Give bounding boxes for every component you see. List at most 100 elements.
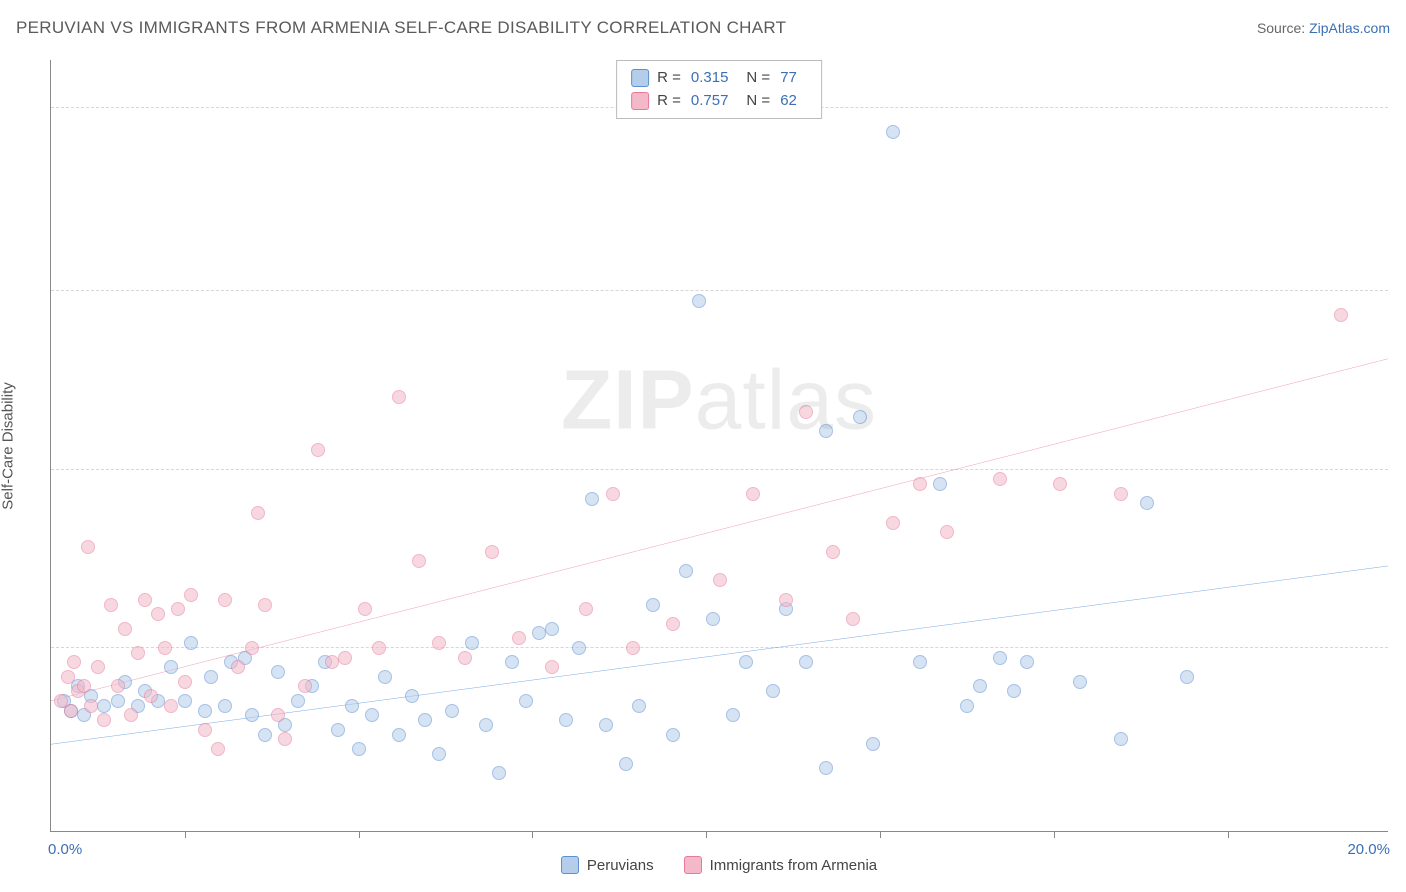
gridline bbox=[51, 290, 1388, 291]
data-point bbox=[646, 598, 660, 612]
data-point bbox=[726, 708, 740, 722]
data-point bbox=[1180, 670, 1194, 684]
x-tick bbox=[532, 831, 533, 838]
data-point bbox=[853, 410, 867, 424]
data-point bbox=[278, 732, 292, 746]
data-point bbox=[846, 612, 860, 626]
data-point bbox=[572, 641, 586, 655]
data-point bbox=[866, 737, 880, 751]
legend-series-item: Immigrants from Armenia bbox=[684, 856, 878, 874]
legend-series-item: Peruvians bbox=[561, 856, 654, 874]
data-point bbox=[679, 564, 693, 578]
data-point bbox=[432, 636, 446, 650]
data-point bbox=[886, 125, 900, 139]
legend-swatch bbox=[631, 69, 649, 87]
legend-series-label: Peruvians bbox=[587, 857, 654, 874]
x-tick bbox=[880, 831, 881, 838]
data-point bbox=[973, 679, 987, 693]
data-point bbox=[118, 622, 132, 636]
data-point bbox=[104, 598, 118, 612]
data-point bbox=[405, 689, 419, 703]
data-point bbox=[779, 593, 793, 607]
data-point bbox=[585, 492, 599, 506]
data-point bbox=[81, 540, 95, 554]
data-point bbox=[532, 626, 546, 640]
data-point bbox=[258, 728, 272, 742]
data-point bbox=[124, 708, 138, 722]
data-point bbox=[746, 487, 760, 501]
data-point bbox=[445, 704, 459, 718]
data-point bbox=[61, 670, 75, 684]
y-tick-label: 15.0% bbox=[1393, 83, 1406, 100]
data-point bbox=[111, 679, 125, 693]
data-point bbox=[184, 588, 198, 602]
data-point bbox=[298, 679, 312, 693]
data-point bbox=[271, 708, 285, 722]
data-point bbox=[1114, 732, 1128, 746]
data-point bbox=[1334, 308, 1348, 322]
data-point bbox=[378, 670, 392, 684]
data-point bbox=[138, 593, 152, 607]
data-point bbox=[291, 694, 305, 708]
gridline bbox=[51, 469, 1388, 470]
data-point bbox=[97, 699, 111, 713]
data-point bbox=[77, 679, 91, 693]
data-point bbox=[626, 641, 640, 655]
data-point bbox=[933, 477, 947, 491]
data-point bbox=[91, 660, 105, 674]
data-point bbox=[271, 665, 285, 679]
r-label: R = bbox=[657, 67, 681, 90]
data-point bbox=[198, 723, 212, 737]
data-point bbox=[392, 390, 406, 404]
data-point bbox=[458, 651, 472, 665]
data-point bbox=[64, 704, 78, 718]
data-point bbox=[231, 660, 245, 674]
data-point bbox=[251, 506, 265, 520]
data-point bbox=[432, 747, 446, 761]
n-value: 77 bbox=[780, 67, 797, 90]
data-point bbox=[826, 545, 840, 559]
data-point bbox=[151, 607, 165, 621]
data-point bbox=[365, 708, 379, 722]
data-point bbox=[666, 617, 680, 631]
x-tick bbox=[706, 831, 707, 838]
y-axis-label: Self-Care Disability bbox=[0, 382, 17, 510]
legend-correlation-row: R =0.757N =62 bbox=[631, 90, 807, 113]
data-point bbox=[178, 694, 192, 708]
legend-swatch bbox=[684, 856, 702, 874]
series-legend: Peruvians Immigrants from Armenia bbox=[50, 856, 1388, 874]
legend-series-label: Immigrants from Armenia bbox=[710, 857, 878, 874]
x-tick bbox=[1228, 831, 1229, 838]
data-point bbox=[218, 593, 232, 607]
data-point bbox=[886, 516, 900, 530]
data-point bbox=[67, 655, 81, 669]
data-point bbox=[993, 472, 1007, 486]
data-point bbox=[131, 646, 145, 660]
data-point bbox=[184, 636, 198, 650]
data-point bbox=[819, 761, 833, 775]
data-point bbox=[545, 622, 559, 636]
data-point bbox=[913, 655, 927, 669]
r-value: 0.757 bbox=[691, 90, 729, 113]
data-point bbox=[372, 641, 386, 655]
correlation-legend: R =0.315N =77R =0.757N =62 bbox=[616, 60, 822, 119]
data-point bbox=[492, 766, 506, 780]
n-label: N = bbox=[746, 90, 770, 113]
y-tick-label: 3.8% bbox=[1393, 622, 1406, 639]
y-tick-label: 11.2% bbox=[1393, 266, 1406, 283]
data-point bbox=[960, 699, 974, 713]
r-value: 0.315 bbox=[691, 67, 729, 90]
data-point bbox=[198, 704, 212, 718]
data-point bbox=[245, 641, 259, 655]
chart-title: PERUVIAN VS IMMIGRANTS FROM ARMENIA SELF… bbox=[16, 18, 786, 38]
y-tick-label: 7.5% bbox=[1393, 444, 1406, 461]
data-point bbox=[1114, 487, 1128, 501]
data-point bbox=[706, 612, 720, 626]
data-point bbox=[258, 598, 272, 612]
source-link[interactable]: ZipAtlas.com bbox=[1309, 20, 1390, 36]
data-point bbox=[619, 757, 633, 771]
data-point bbox=[164, 699, 178, 713]
data-point bbox=[559, 713, 573, 727]
data-point bbox=[579, 602, 593, 616]
legend-swatch bbox=[561, 856, 579, 874]
